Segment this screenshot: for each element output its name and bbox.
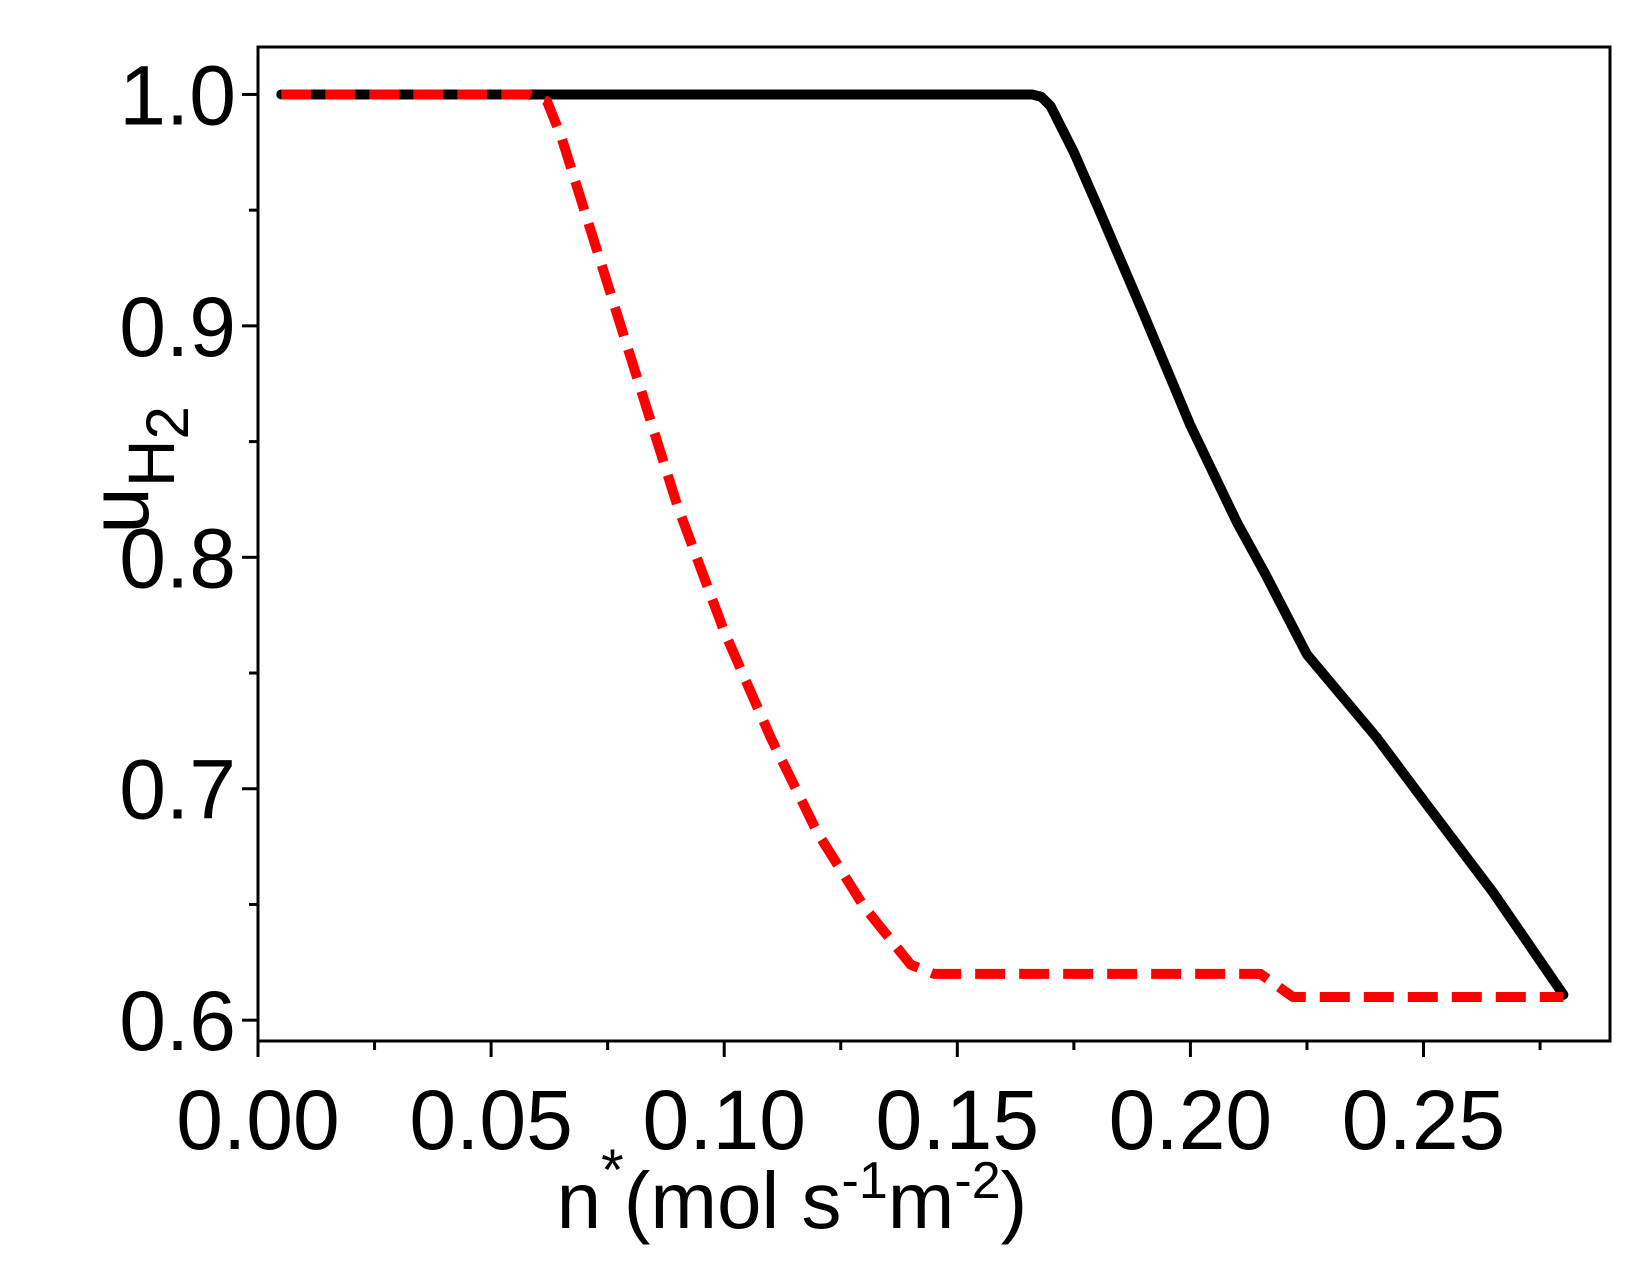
plot-frame xyxy=(256,45,1612,1043)
y-tick-label: 0.9 xyxy=(119,280,236,374)
x-tick-label: 0.15 xyxy=(876,1073,1040,1167)
y-tick-label: 0.8 xyxy=(119,511,236,605)
x-axis-label: n*(mol s-1m-2) xyxy=(557,1138,1028,1245)
x-tick-label: 0.10 xyxy=(642,1073,806,1167)
y-axis-label: uH2 xyxy=(72,406,201,534)
y-label-part: u xyxy=(72,487,166,534)
x-label-part: -2 xyxy=(954,1152,1000,1210)
x-tick-label: 0.05 xyxy=(409,1073,573,1167)
x-label-part: -1 xyxy=(842,1152,888,1210)
x-tick-label: 0.20 xyxy=(1109,1073,1273,1167)
y-label-part: 2 xyxy=(134,406,201,439)
x-label-part: n xyxy=(557,1156,602,1245)
x-label-part: m xyxy=(888,1156,955,1245)
y-tick-label: 1.0 xyxy=(119,48,236,142)
x-label-part: ) xyxy=(1001,1156,1028,1245)
y-tick-label: 0.6 xyxy=(119,974,236,1068)
series-line xyxy=(281,89,1564,1003)
x-label-part: (mol s xyxy=(624,1156,842,1245)
series-line xyxy=(276,89,1569,1000)
x-label-part: * xyxy=(601,1138,624,1203)
x-tick-label: 0.25 xyxy=(1342,1073,1506,1167)
y-label-part: H xyxy=(114,439,188,487)
y-tick-label: 0.7 xyxy=(119,743,236,837)
x-tick-label: 0.00 xyxy=(176,1073,340,1167)
